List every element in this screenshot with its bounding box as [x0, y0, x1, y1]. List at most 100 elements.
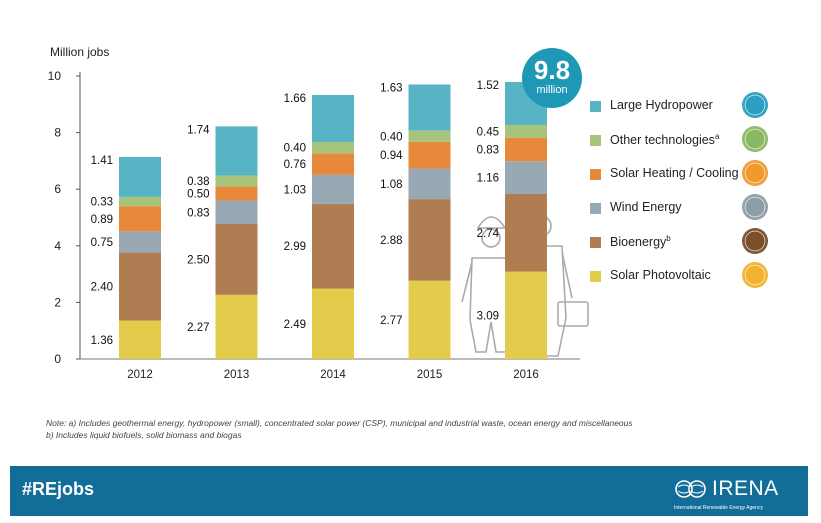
bar-segment	[119, 206, 161, 232]
hashtag-link[interactable]: #REjobs	[22, 479, 95, 499]
bar-segment	[312, 203, 354, 289]
bar-segment	[215, 224, 258, 295]
legend-label: Solar Heating / Cooling	[610, 166, 739, 180]
technology-icon	[743, 93, 767, 117]
bar-segment	[119, 156, 161, 197]
logo-subtitle: International Renewable Energy Agency	[674, 505, 763, 511]
legend-swatch	[590, 203, 601, 214]
data-label: 1.74	[187, 124, 210, 136]
data-label: 0.40	[380, 131, 402, 143]
legend-footnote-marker: b	[666, 234, 671, 243]
y-tick-label: 10	[48, 69, 62, 83]
legend-swatch	[590, 135, 601, 146]
bar-segment	[312, 94, 354, 142]
x-tick-label: 2013	[224, 369, 250, 381]
bar-segment	[215, 186, 258, 201]
total-jobs-unit: million	[536, 84, 568, 96]
bar-segment	[312, 141, 354, 154]
data-label: 0.38	[187, 176, 209, 188]
bar-segment	[505, 137, 547, 162]
bar-segment	[505, 124, 547, 138]
bar-segment	[312, 153, 354, 175]
y-tick-label: 8	[54, 126, 61, 140]
data-label: 2.27	[187, 322, 209, 334]
technology-icon	[743, 127, 767, 151]
footer-bar: #REjobs IRENA International Renewable En…	[10, 466, 808, 516]
data-label: 0.89	[91, 214, 113, 226]
bar-segment	[312, 174, 354, 204]
total-jobs-badge: 9.8 million	[522, 48, 582, 108]
bar-segment	[408, 141, 451, 169]
data-label: 1.63	[380, 82, 402, 94]
bar-segment	[408, 130, 451, 142]
bar-segment	[505, 271, 547, 359]
data-label: 0.76	[284, 159, 306, 171]
data-label: 0.50	[187, 188, 209, 200]
data-label: 1.66	[284, 93, 306, 105]
data-label: 2.99	[284, 241, 306, 253]
legend-swatch	[590, 169, 601, 180]
footnote-a: Note: a) Includes geothermal energy, hyd…	[46, 418, 633, 428]
y-tick-label: 2	[54, 295, 61, 309]
y-axis-label: Million jobs	[50, 45, 110, 59]
bar-segment	[505, 194, 547, 272]
data-label: 0.40	[284, 143, 306, 155]
data-label: 1.03	[284, 184, 306, 196]
bar-segment	[215, 126, 258, 176]
bar-segment	[505, 161, 547, 195]
x-tick-label: 2012	[127, 369, 153, 381]
technology-icon	[743, 161, 767, 185]
data-label: 0.33	[91, 197, 113, 209]
x-tick-label: 2014	[320, 369, 346, 381]
legend-swatch	[590, 101, 601, 112]
bar-segment	[119, 320, 161, 359]
data-label: 1.52	[477, 80, 499, 92]
data-label: 1.36	[91, 335, 113, 347]
legend-label: Large Hydropower	[610, 98, 713, 112]
data-label: 0.45	[477, 126, 499, 138]
bar-segment	[119, 252, 161, 321]
legend-swatch	[590, 271, 601, 282]
y-tick-label: 4	[54, 239, 61, 253]
data-label: 2.77	[380, 315, 402, 327]
legend-label: Wind Energy	[610, 200, 682, 214]
bar-segment	[119, 231, 161, 253]
bar-segment	[408, 168, 451, 200]
bar-segment	[215, 200, 258, 225]
bar-segment	[119, 196, 161, 207]
technology-icon	[743, 229, 767, 253]
data-label: 0.83	[477, 144, 499, 156]
x-tick-label: 2016	[513, 369, 539, 381]
footnotes: Note: a) Includes geothermal energy, hyd…	[46, 417, 633, 441]
data-label: 2.88	[380, 235, 402, 247]
data-label: 2.49	[284, 319, 306, 331]
data-label: 1.16	[477, 173, 499, 185]
data-label: 1.41	[91, 155, 113, 167]
bar-segment	[215, 175, 258, 187]
technology-icon	[743, 263, 767, 287]
globe-icon	[675, 480, 706, 498]
legend-label: Bioenergyb	[610, 234, 671, 250]
data-label: 2.40	[91, 282, 113, 294]
data-label: 2.74	[477, 228, 500, 240]
legend-label: Other technologiesa	[610, 132, 720, 148]
data-label: 3.09	[477, 310, 499, 322]
x-tick-label: 2015	[417, 369, 443, 381]
y-tick-label: 6	[54, 182, 61, 196]
bar-segment	[408, 280, 451, 359]
data-label: 1.08	[380, 179, 402, 191]
y-tick-label: 0	[54, 352, 61, 366]
footnote-b: b) Includes liquid biofuels, solid bioma…	[46, 430, 242, 440]
total-jobs-value: 9.8	[533, 55, 571, 85]
bar-segment	[408, 84, 451, 131]
legend-label: Solar Photovoltaic	[610, 268, 711, 282]
logo-wordmark: IRENA	[712, 477, 779, 500]
bar-segment	[408, 199, 451, 281]
data-label: 0.75	[91, 237, 113, 249]
technology-icon	[743, 195, 767, 219]
data-label: 0.83	[187, 207, 209, 219]
data-label: 0.94	[380, 150, 403, 162]
legend-swatch	[590, 237, 601, 248]
bar-segment	[312, 288, 354, 359]
